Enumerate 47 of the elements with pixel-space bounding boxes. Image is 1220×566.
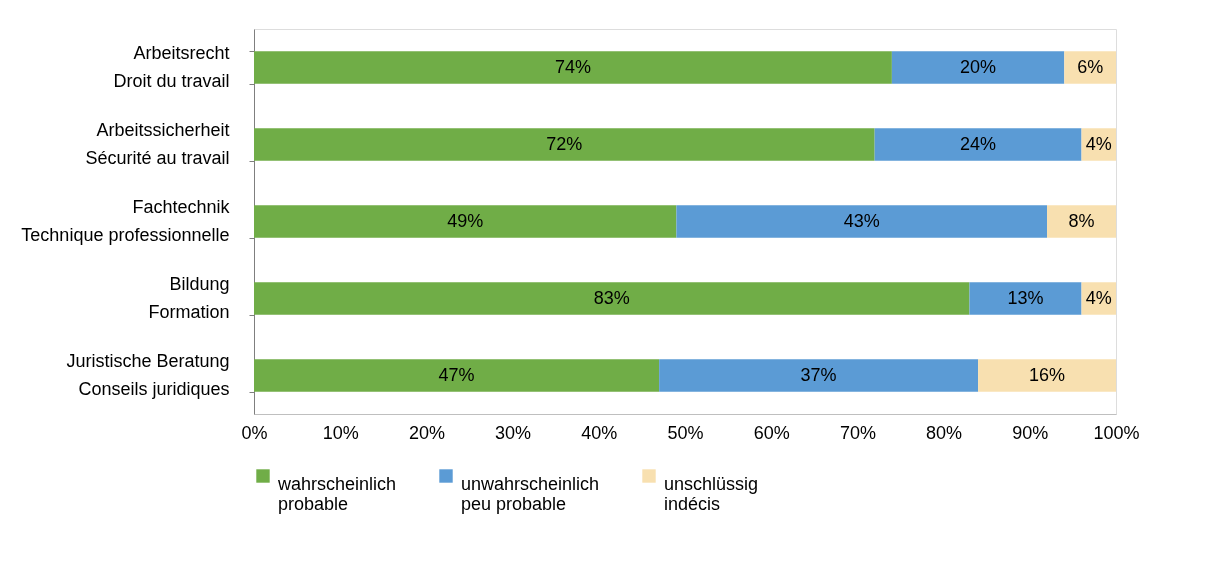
- data-label: 13%: [1007, 287, 1044, 308]
- data-label: 16%: [1029, 364, 1066, 385]
- data-label: 43%: [843, 210, 880, 231]
- data-label: 6%: [1077, 56, 1104, 77]
- data-label: 37%: [800, 364, 837, 385]
- bar: [969, 282, 1082, 315]
- bar: [676, 205, 1048, 238]
- x-tick-label: 10%: [322, 422, 359, 443]
- x-tick-label: 100%: [1093, 422, 1140, 443]
- bar: [254, 282, 970, 315]
- data-label: 8%: [1068, 210, 1095, 231]
- y-tick-label: Arbeitssicherheit Sécurité au travail: [85, 120, 230, 168]
- x-tick-label: 40%: [581, 422, 618, 443]
- bar: [874, 128, 1082, 161]
- bar: [891, 51, 1065, 84]
- data-label: 24%: [960, 133, 997, 154]
- data-label: 4%: [1085, 133, 1112, 154]
- x-tick-label: 70%: [839, 422, 876, 443]
- y-tick-label: Arbeitsrecht Droit du travail: [113, 43, 230, 91]
- data-label: 49%: [447, 210, 484, 231]
- x-tick-label: 30%: [495, 422, 532, 443]
- x-tick-label: 0%: [241, 422, 268, 443]
- x-tick-label: 80%: [926, 422, 963, 443]
- legend-label: unwahrscheinlich peu probable: [461, 474, 600, 514]
- x-tick-label: 50%: [667, 422, 704, 443]
- bar: [254, 51, 892, 84]
- data-label: 74%: [554, 56, 591, 77]
- bar: [659, 359, 979, 392]
- x-tick-label: 20%: [408, 422, 445, 443]
- data-label: 20%: [960, 56, 997, 77]
- bar: [1064, 51, 1116, 84]
- data-label: 72%: [546, 133, 583, 154]
- y-tick-label: Fachtechnik Technique professionnelle: [21, 197, 231, 245]
- y-tick-label: Bildung Formation: [148, 274, 230, 322]
- bar: [978, 359, 1116, 392]
- legend-label: unschlüssig indécis: [664, 474, 759, 514]
- x-tick-label: 90%: [1012, 422, 1049, 443]
- x-tick-label: 60%: [753, 422, 790, 443]
- data-label: 47%: [438, 364, 475, 385]
- bar: [254, 359, 660, 392]
- bar: [1047, 205, 1116, 238]
- data-label: 4%: [1085, 287, 1112, 308]
- bar: [254, 205, 677, 238]
- y-tick-label: Juristische Beratung Conseils juridiques: [66, 351, 230, 399]
- data-label: 83%: [593, 287, 630, 308]
- bar: [254, 128, 875, 161]
- legend-label: wahrscheinlich probable: [277, 474, 397, 514]
